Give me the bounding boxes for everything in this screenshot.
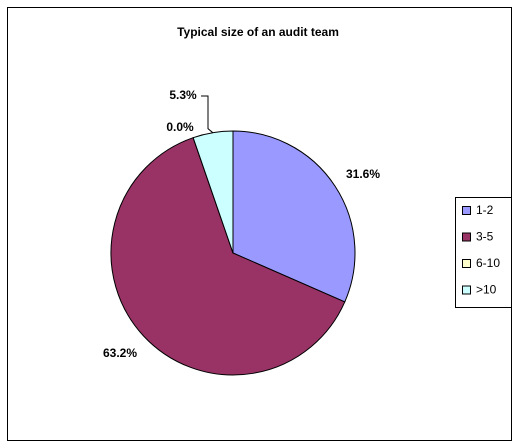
data-label: 63.2% <box>103 346 137 360</box>
chart-title: Typical size of an audit team <box>177 25 339 39</box>
data-label: 0.0% <box>166 120 194 134</box>
data-label: 31.6% <box>346 167 380 181</box>
legend-swatch <box>462 285 471 295</box>
legend-swatch <box>462 206 471 215</box>
legend-swatch <box>462 232 471 242</box>
legend-swatch <box>462 259 471 268</box>
data-label: 5.3% <box>169 88 197 102</box>
legend-label: >10 <box>476 283 497 297</box>
leader-line <box>201 95 214 134</box>
legend-label: 1-2 <box>476 203 494 217</box>
pie-slice <box>192 130 234 254</box>
pie-slice <box>232 130 356 303</box>
legend-label: 3-5 <box>476 230 494 244</box>
legend-label: 6-10 <box>476 256 500 270</box>
pie-slice <box>110 137 346 376</box>
